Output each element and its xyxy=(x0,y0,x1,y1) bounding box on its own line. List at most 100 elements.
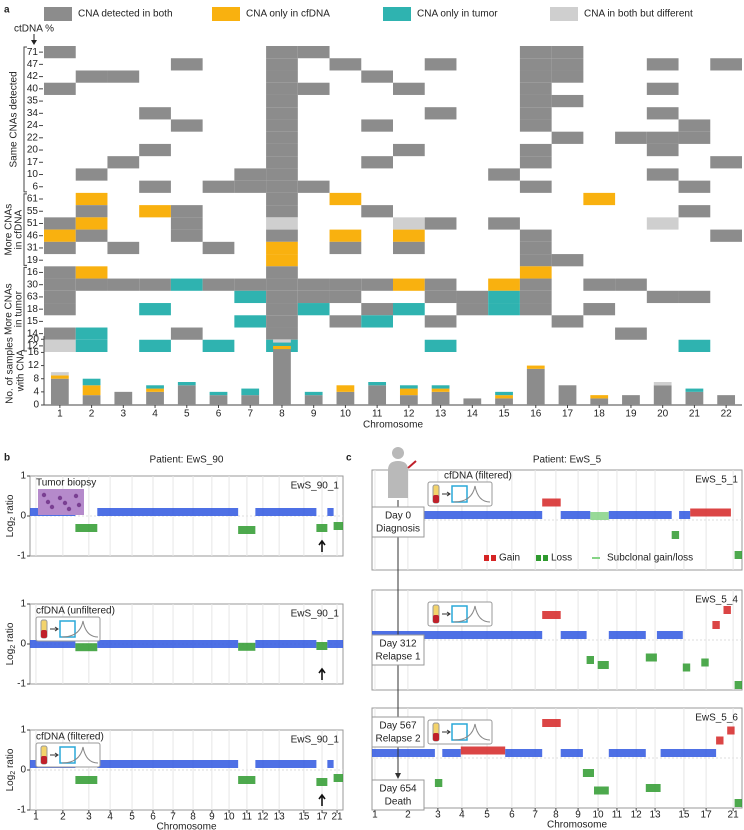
cnv-segment xyxy=(560,631,587,639)
y-axis-label-part: 2 xyxy=(10,645,17,649)
bar-segment xyxy=(50,372,69,376)
heatmap-cell xyxy=(266,217,298,230)
group-label: More CNAs xyxy=(4,283,15,335)
heatmap-cell xyxy=(329,315,362,328)
bar-segment xyxy=(653,382,672,386)
x-tick-label: 3 xyxy=(121,409,127,420)
y-tick-label: 0 xyxy=(20,639,26,650)
timeline-event: Relapse 1 xyxy=(375,652,420,663)
cnv-segment xyxy=(316,642,328,650)
person-body xyxy=(388,461,408,498)
heatmap-cell xyxy=(44,339,76,352)
cnv-segment xyxy=(30,640,76,648)
x-tick-label: 4 xyxy=(107,812,113,823)
icon-frame xyxy=(427,719,493,745)
heatmap-cell xyxy=(424,217,457,230)
x-tick-label: 3 xyxy=(86,812,92,823)
cnv-segment xyxy=(238,642,256,651)
sample-label: EwS_90_1 xyxy=(291,481,340,492)
cnv-segment xyxy=(434,779,443,787)
heatmap-cell xyxy=(266,266,298,279)
histology-nucleus xyxy=(57,495,63,501)
heatmap-cell xyxy=(519,46,552,59)
heatmap-cell xyxy=(266,168,298,181)
heatmap-cell xyxy=(266,58,298,71)
heatmap-cell xyxy=(266,327,298,340)
x-tick-label: 15 xyxy=(498,409,510,420)
bar-segment xyxy=(273,339,291,343)
cnv-segment xyxy=(660,749,717,757)
panel-label: a xyxy=(4,5,10,16)
bar-segment xyxy=(495,391,513,396)
x-tick-label: 6 xyxy=(509,810,515,821)
cnv-segment xyxy=(238,526,256,534)
icon-frame xyxy=(35,742,101,768)
x-tick-label: 1 xyxy=(372,810,378,821)
y-tick-label: 8 xyxy=(33,373,39,384)
icon-frame xyxy=(427,601,493,627)
bar-segment xyxy=(273,349,291,405)
legend-label: CNA in both but different xyxy=(584,9,693,20)
y-axis-label-part: ratio xyxy=(5,622,16,645)
heatmap-cell xyxy=(519,94,552,108)
bar-segment xyxy=(495,395,513,399)
bar-segment xyxy=(717,395,736,405)
heatmap-cell xyxy=(646,107,679,120)
legend-label: Loss xyxy=(551,553,572,564)
legend-label: CNA only in tumor xyxy=(417,9,498,20)
heatmap-cell xyxy=(107,241,140,255)
heatmap-cell xyxy=(361,205,393,218)
legend-marker xyxy=(491,555,496,561)
x-tick-label: 10 xyxy=(593,810,605,821)
x-tick-label: 6 xyxy=(150,812,156,823)
histology-nucleus xyxy=(73,493,79,499)
bar-segment xyxy=(273,342,291,346)
cnv-segment xyxy=(542,719,561,727)
heatmap-cell xyxy=(519,156,552,169)
group-label: in cfDNA xyxy=(14,210,25,250)
y-tick-label: 1 xyxy=(20,599,26,610)
heatmap-cell xyxy=(456,303,489,316)
y-axis-label-part: ratio xyxy=(5,748,16,771)
timeline-event: Relapse 2 xyxy=(375,734,420,745)
heatmap-cell xyxy=(170,229,203,242)
bar-segment xyxy=(622,395,640,405)
bar-segment xyxy=(685,391,704,405)
heatmap-cell xyxy=(266,205,298,218)
bar-segment xyxy=(653,385,672,405)
heatmap-cell xyxy=(456,290,489,304)
heatmap-cell xyxy=(678,131,711,144)
heatmap-cell xyxy=(424,339,457,352)
histology-nucleus xyxy=(76,502,82,508)
row-label: 63 xyxy=(27,292,39,303)
heatmap-cell xyxy=(75,266,108,279)
bar-segment xyxy=(431,388,450,392)
cnv-segment xyxy=(560,749,583,757)
heatmap-cell xyxy=(361,315,393,328)
y-tick-label: 0 xyxy=(20,765,26,776)
sample-label: EwS_5_4 xyxy=(695,595,738,606)
row-label: 10 xyxy=(27,169,39,180)
row-label: 6 xyxy=(32,181,38,192)
x-tick-label: 15 xyxy=(678,810,690,821)
heatmap-cell xyxy=(519,143,552,157)
cnv-segment xyxy=(597,661,609,669)
y-tick-label: 0 xyxy=(33,400,39,411)
bar-segment xyxy=(336,385,355,392)
heatmap-cell xyxy=(329,229,362,242)
heatmap-cell xyxy=(646,143,679,157)
heatmap-cell xyxy=(519,266,552,279)
cnv-segment xyxy=(97,760,239,768)
heatmap-cell xyxy=(44,241,76,255)
bar-segment xyxy=(114,391,133,405)
x-tick-label: 13 xyxy=(274,812,286,823)
cnv-segment xyxy=(645,653,657,662)
heatmap-cell xyxy=(297,290,330,304)
heatmap-cell xyxy=(646,290,679,304)
sample-label: EwS_5_6 xyxy=(695,713,738,724)
bar-segment xyxy=(368,385,387,405)
x-tick-label: 9 xyxy=(311,409,317,420)
heatmap-cell xyxy=(519,180,552,193)
icon-arrow xyxy=(50,626,59,632)
cnv-segment xyxy=(608,749,646,757)
